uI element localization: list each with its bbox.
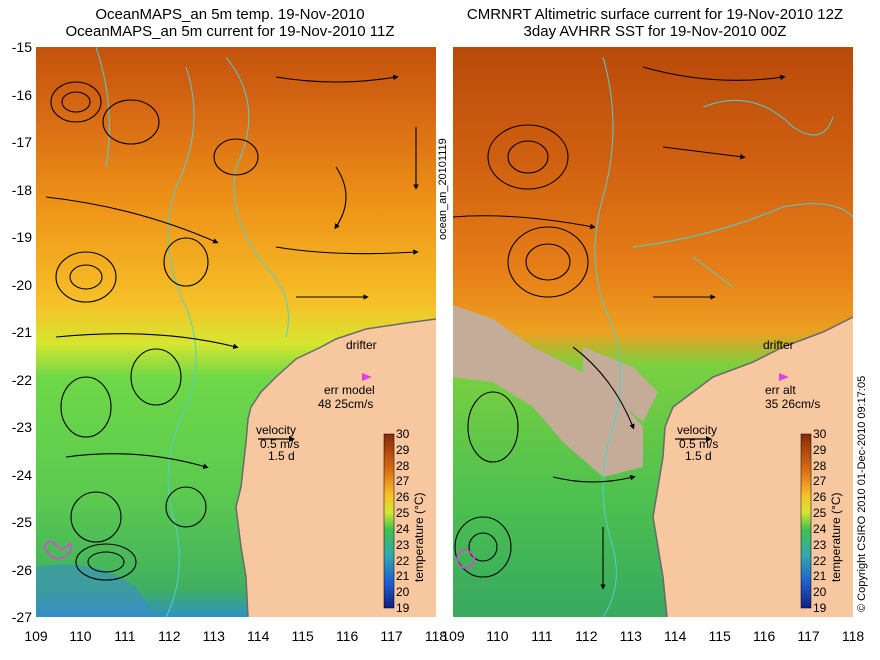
- latitude-tick-label: -27: [11, 609, 32, 625]
- colorbar-tick-label: 28: [813, 458, 827, 473]
- colorbar-tick-label: 25: [396, 506, 410, 521]
- left-shelf-contours: [95, 47, 289, 617]
- longitude-tick-label: 114: [664, 628, 687, 644]
- right-panel-title: CMRNRT Altimetric surface current for 19…: [440, 6, 870, 40]
- left-velocity-label: velocity: [256, 423, 297, 437]
- copyright-vertical-text: © Copyright CSIRO 2010 01-Dec-2010 09:17…: [856, 375, 868, 612]
- left-colorbar: [383, 433, 395, 609]
- colorbar-tick-label: 28: [396, 458, 410, 473]
- left-velocity-scale: 0.5 m/s: [260, 437, 300, 451]
- longitude-tick-label: 116: [335, 628, 359, 644]
- colorbar-tick-label: 22: [396, 553, 410, 568]
- left-err-value: 48 25cm/s: [318, 397, 374, 411]
- right-err-label: err alt: [765, 383, 796, 397]
- colorbar-tick-label: 21: [813, 569, 827, 584]
- longitude-tick-label: 116: [752, 628, 776, 644]
- colorbar-tick-label: 29: [396, 442, 410, 457]
- latitude-tick-label: -15: [11, 39, 32, 55]
- longitude-tick-label: 113: [202, 628, 225, 644]
- right-current-vectors: [453, 66, 786, 590]
- longitude-tick-label: 114: [247, 628, 270, 644]
- colorbar-tick-label: 19: [813, 601, 827, 615]
- colorbar-tick-label: 19: [396, 601, 410, 615]
- right-cloud-mask: [453, 305, 643, 477]
- right-title-line2: 3day AVHRR SST for 19-Nov-2010 00Z: [523, 23, 787, 40]
- right-colorbar: [800, 433, 812, 609]
- right-velocity-scale: 0.5 m/s: [679, 437, 719, 451]
- colorbar-tick-label: 27: [813, 474, 827, 489]
- right-drifter-label: drifter: [763, 338, 794, 352]
- colorbar-tick-label: 26: [813, 490, 827, 505]
- latitude-tick-label: -22: [11, 371, 32, 388]
- right-drifter-track: [456, 549, 476, 569]
- colorbar-tick-label: 21: [396, 569, 410, 584]
- left-map-panel: drifter err model 48 25cm/s velocity 0.5…: [36, 47, 436, 617]
- latitude-tick-label: -18: [11, 181, 32, 198]
- right-shelf-contours: [594, 56, 853, 617]
- right-map-svg: [453, 47, 853, 617]
- right-velocity-label: velocity: [677, 423, 718, 437]
- latitude-tick-label: -21: [11, 324, 32, 340]
- latitude-tick-label: -20: [11, 276, 32, 293]
- longitude-tick-label: 111: [114, 628, 136, 644]
- left-map-svg: [36, 47, 436, 617]
- longitude-tick-label: 110: [69, 628, 92, 644]
- colorbar-tick-label: 27: [396, 474, 410, 489]
- colorbar-tick-label: 20: [813, 585, 827, 600]
- longitude-tick-label: 118: [841, 628, 865, 644]
- right-drifter-marker: [779, 373, 789, 381]
- colorbar-tick-label: 24: [396, 521, 410, 536]
- left-current-vectors: [45, 74, 419, 581]
- left-drifter-marker: [362, 373, 372, 381]
- right-ocean-sst-field: [453, 47, 853, 617]
- latitude-tick-label: -24: [11, 466, 32, 483]
- colorbar-tick-label: 20: [396, 585, 410, 600]
- longitude-tick-label: 111: [531, 628, 553, 644]
- left-title-line1: OceanMAPS_an 5m temp. 19-Nov-2010: [95, 6, 365, 23]
- latitude-tick-label: -23: [11, 419, 32, 435]
- right-coastline: [652, 316, 853, 617]
- left-title-line2: OceanMAPS_an 5m current for 19-Nov-2010 …: [65, 23, 395, 40]
- right-title-line1: CMRNRT Altimetric surface current for 19…: [466, 6, 844, 23]
- left-panel-title: OceanMAPS_an 5m temp. 19-Nov-2010 OceanM…: [20, 6, 440, 40]
- colorbar-tick-label: 25: [813, 506, 827, 521]
- longitude-tick-label: 117: [797, 628, 820, 644]
- right-velocity-days: 1.5 d: [685, 449, 712, 463]
- left-drifter-label: drifter: [346, 338, 377, 352]
- longitude-tick-label: 112: [158, 628, 181, 644]
- run-id-vertical-text: ocean_an_20101119: [437, 138, 449, 240]
- longitude-tick-label: 113: [619, 628, 642, 644]
- right-map-panel: drifter err alt 35 26cm/s velocity 0.5 m…: [453, 47, 853, 617]
- longitude-tick-label: 115: [708, 628, 731, 644]
- left-coastline: [235, 318, 436, 617]
- longitude-tick-label: 110: [486, 628, 509, 644]
- colorbar-tick-label: 24: [813, 521, 827, 536]
- colorbar-tick-label: 23: [396, 537, 410, 552]
- right-colorbar-title: temperature (°C): [829, 492, 843, 583]
- longitude-tick-label: 109: [441, 628, 465, 644]
- left-cool-patch: [36, 564, 156, 617]
- colorbar-tick-label: 29: [813, 442, 827, 457]
- left-velocity-days: 1.5 d: [268, 449, 295, 463]
- colorbar-tick-label: 23: [813, 537, 827, 552]
- colorbar-tick-label: 30: [396, 427, 410, 441]
- latitude-tick-label: -25: [11, 514, 32, 530]
- latitude-tick-label: -17: [11, 134, 32, 150]
- longitude-tick-label: 117: [380, 628, 403, 644]
- longitude-tick-label: 109: [24, 628, 48, 644]
- right-err-value: 35 26cm/s: [765, 397, 821, 411]
- colorbar-tick-label: 22: [813, 553, 827, 568]
- latitude-tick-label: -19: [11, 229, 32, 245]
- left-colorbar-title: temperature (°C): [412, 492, 426, 583]
- longitude-tick-label: 118: [424, 628, 448, 644]
- longitude-tick-label: 112: [575, 628, 598, 644]
- latitude-tick-label: -26: [11, 561, 32, 578]
- longitude-tick-label: 115: [291, 628, 314, 644]
- latitude-tick-label: -16: [11, 86, 32, 103]
- left-err-label: err model: [324, 383, 375, 397]
- colorbar-tick-label: 26: [396, 490, 410, 505]
- left-drifter-track: [43, 540, 72, 560]
- colorbar-tick-label: 30: [813, 427, 827, 441]
- left-ocean-sst-field: [36, 47, 436, 617]
